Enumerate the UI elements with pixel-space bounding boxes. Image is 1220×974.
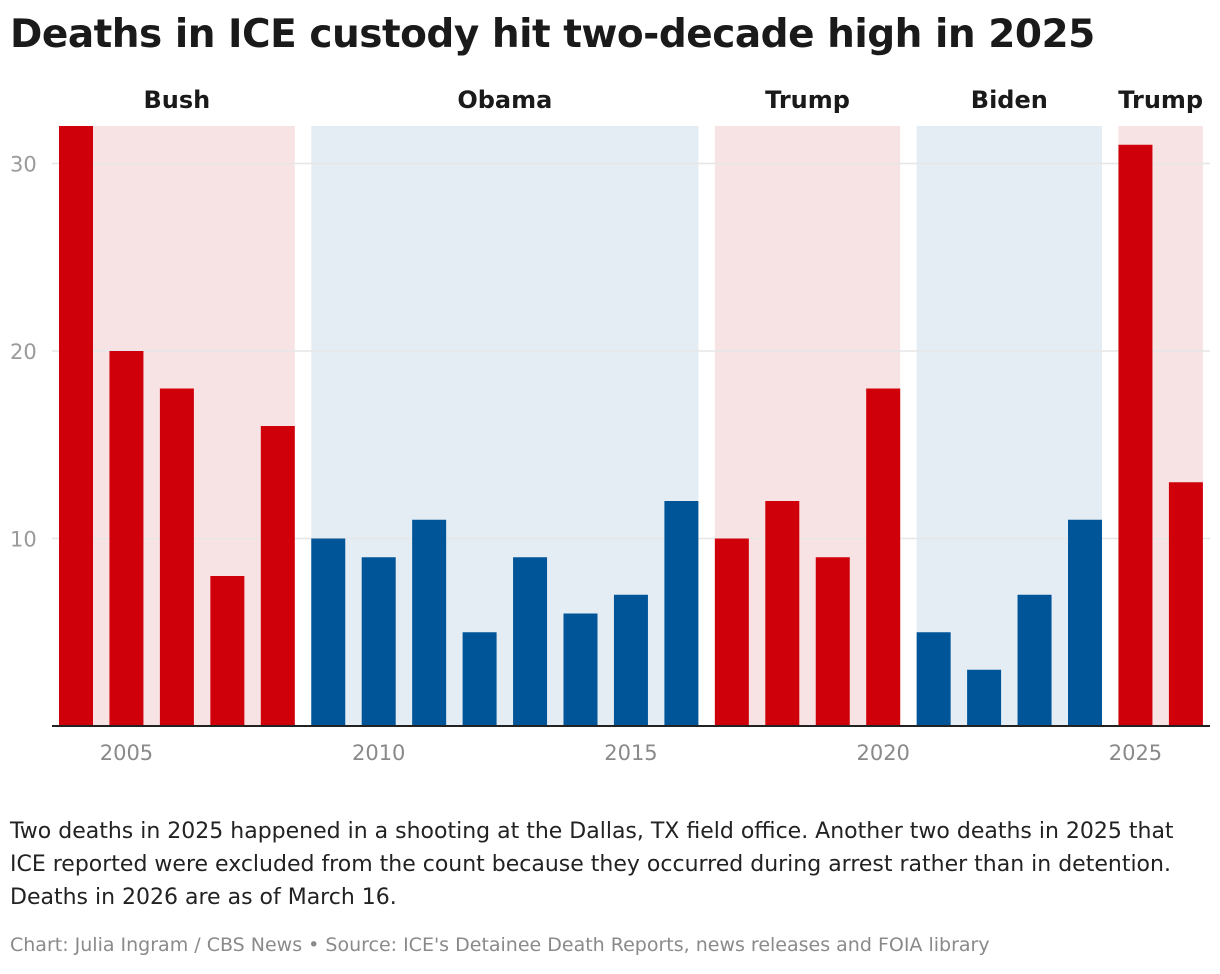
bar-2018 xyxy=(765,501,800,726)
bar-2025 xyxy=(1118,144,1153,726)
bar-2024 xyxy=(1068,519,1102,726)
x-tick-label: 2015 xyxy=(604,741,657,765)
bar-2023 xyxy=(1017,594,1052,726)
bar-2015 xyxy=(613,594,648,726)
bar-2012 xyxy=(462,632,497,726)
bar-2013 xyxy=(513,557,548,726)
bar-2021 xyxy=(916,632,951,726)
administration-label: Trump xyxy=(1118,86,1203,114)
bar-2019 xyxy=(815,557,850,726)
bar-2011 xyxy=(412,519,447,726)
bar-2004 xyxy=(59,126,93,726)
x-tick-label: 2025 xyxy=(1109,741,1162,765)
bar-2020 xyxy=(866,388,901,726)
x-tick-label: 2005 xyxy=(100,741,153,765)
bar-2017 xyxy=(714,538,749,726)
x-tick-label: 2010 xyxy=(352,741,405,765)
bar-2014 xyxy=(563,613,598,726)
administration-label: Obama xyxy=(457,86,552,114)
bar-2026 xyxy=(1168,482,1203,726)
y-tick-label: 20 xyxy=(10,340,37,364)
administration-label: Biden xyxy=(971,86,1048,114)
bar-2007 xyxy=(210,576,245,726)
y-tick-label: 10 xyxy=(10,528,37,552)
bar-chart: Bush Obama Trump Biden Trump 10 20 30 2005 2010 20… xyxy=(10,86,1210,765)
administration-label: Bush xyxy=(144,86,211,114)
bar-2009 xyxy=(311,538,346,726)
chart-title: Deaths in ICE custody hit two-decade hig… xyxy=(10,12,1095,57)
administration-label: Trump xyxy=(765,86,850,114)
chart-note: Two deaths in 2025 happened in a shootin… xyxy=(10,819,1174,910)
x-tick-label: 2020 xyxy=(856,741,909,765)
bar-2005 xyxy=(109,351,144,726)
chart-credit: Chart: Julia Ingram / CBS News • Source:… xyxy=(10,934,990,956)
bar-2008 xyxy=(260,426,295,726)
bar-2010 xyxy=(361,557,396,726)
y-tick-label: 30 xyxy=(10,153,37,177)
bar-2022 xyxy=(967,669,1002,726)
bar-2016 xyxy=(664,501,699,726)
bar-2006 xyxy=(159,388,194,726)
